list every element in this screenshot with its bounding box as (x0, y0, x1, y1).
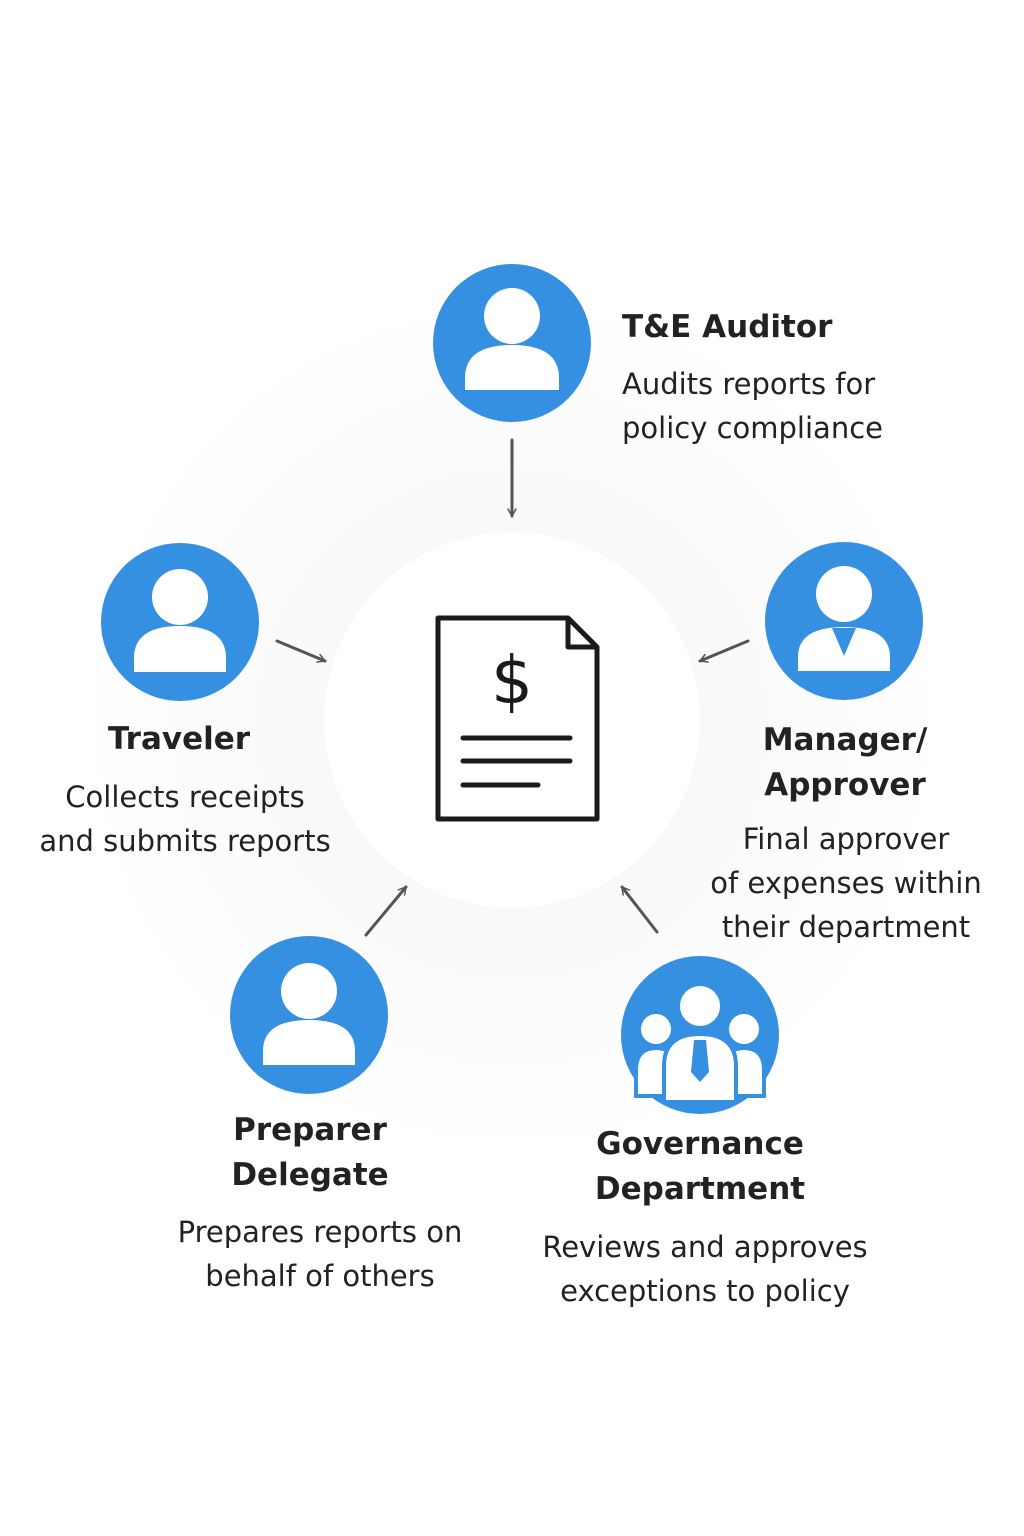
auditor-person-icon (433, 264, 591, 422)
dollar-sign: $ (491, 642, 533, 719)
manager-title: Manager/ Approver (700, 718, 990, 808)
manager-description: Final approver of expenses within their … (692, 817, 1000, 949)
description-line: Reviews and approves (542, 1230, 868, 1264)
manager-person-with-collar-icon (765, 542, 923, 700)
governance-group-icon (621, 956, 779, 1114)
description-line: policy compliance (622, 411, 883, 445)
preparer-description: Prepares reports on behalf of others (140, 1210, 500, 1298)
title-line: T&E Auditor (622, 309, 833, 345)
description-line: behalf of others (205, 1259, 435, 1293)
description-line: exceptions to policy (560, 1274, 850, 1308)
traveler-description: Collects receipts and submits reports (10, 775, 360, 863)
description-line: Final approver (742, 822, 950, 856)
description-line: Collects receipts (65, 780, 305, 814)
arrow-preparer-to-document (364, 885, 408, 937)
title-line: Delegate (231, 1157, 389, 1193)
description-line: Prepares reports on (177, 1215, 463, 1249)
traveler-person-icon (101, 543, 259, 701)
title-line: Governance (596, 1126, 804, 1162)
invoice-dollar-document-icon: $ (435, 615, 600, 822)
title-line: Traveler (107, 721, 251, 757)
title-line: Manager/ (762, 722, 928, 758)
arrow-traveler-to-document (275, 639, 327, 663)
auditor-title: T&E Auditor (622, 305, 832, 350)
description-line: Audits reports for (622, 367, 876, 401)
governance-title: Governance Department (545, 1122, 855, 1212)
arrow-governance-to-document (620, 885, 659, 934)
traveler-title: Traveler (29, 717, 329, 762)
title-line: Preparer (233, 1112, 387, 1148)
title-line: Approver (764, 767, 926, 803)
description-line: of expenses within (710, 866, 982, 900)
arrow-manager-to-document (698, 639, 750, 663)
description-line: and submits reports (39, 824, 331, 858)
preparer-title: Preparer Delegate (160, 1108, 460, 1198)
preparer-person-icon (230, 936, 388, 1094)
description-line: their department (721, 910, 971, 944)
title-line: Department (594, 1171, 806, 1207)
governance-description: Reviews and approves exceptions to polic… (515, 1225, 895, 1313)
auditor-description: Audits reports for policy compliance (622, 362, 883, 450)
